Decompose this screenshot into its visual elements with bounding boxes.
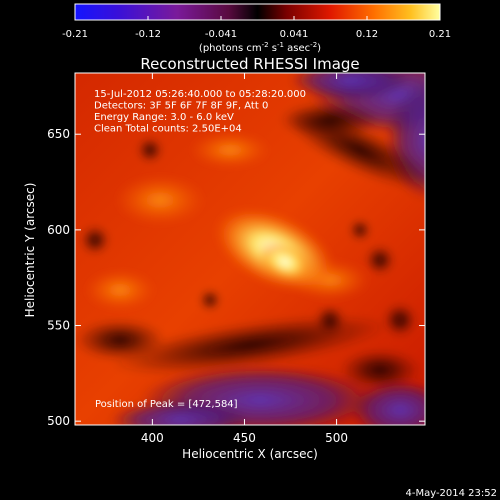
y-axis-label: Heliocentric Y (arcsec) — [23, 183, 37, 318]
colorbar-tick-label-1: -0.12 — [135, 29, 161, 40]
annotations: 15-Jul-2012 05:26:40.000 to 05:28:20.000… — [94, 89, 306, 135]
y-tick-label-3: 650 — [47, 127, 70, 141]
colorbar: -0.21 -0.12 -0.041 0.041 0.12 0.21 (photons c… — [62, 3, 451, 54]
annotation-line-2: Energy Range: 3.0 - 6.0 keV — [94, 112, 234, 123]
x-tick-label-0: 400 — [141, 431, 164, 445]
colorbar-tick-label-5: 0.21 — [429, 29, 451, 40]
colorbar-unit: (photons cm-2 s-1 asec-2) — [199, 41, 321, 54]
y-tick-label-0: 500 — [47, 414, 70, 428]
x-axis-label: Heliocentric X (arcsec) — [182, 447, 318, 461]
y-axis-ticks: 500 550 600 650 — [47, 127, 425, 428]
colorbar-gradient — [74, 3, 441, 21]
x-tick-label-2: 500 — [325, 431, 348, 445]
plot-frame — [74, 72, 426, 426]
x-tick-label-1: 450 — [233, 431, 256, 445]
x-axis-ticks: 400 450 500 — [141, 73, 348, 445]
y-tick-label-1: 550 — [47, 319, 70, 333]
chart-title: Reconstructed RHESSI Image — [140, 55, 359, 73]
peak-position-label: Position of Peak = [472,584] — [95, 399, 238, 410]
colorbar-tick-label-0: -0.21 — [62, 29, 88, 40]
y-tick-label-2: 600 — [47, 223, 70, 237]
colorbar-tick-label-4: 0.12 — [356, 29, 378, 40]
annotation-line-3: Clean Total counts: 2.50E+04 — [94, 124, 242, 135]
colorbar-ticks: -0.21 -0.12 -0.041 0.041 0.12 0.21 — [62, 16, 451, 40]
annotation-line-1: Detectors: 3F 5F 6F 7F 8F 9F, Att 0 — [94, 101, 268, 112]
timestamp: 4-May-2014 23:52 — [405, 488, 497, 499]
annotation-line-0: 15-Jul-2012 05:26:40.000 to 05:28:20.000 — [94, 89, 306, 100]
heatmap-image — [75, 73, 425, 425]
colorbar-tick-label-3: 0.041 — [280, 29, 309, 40]
colorbar-tick-label-2: -0.041 — [205, 29, 237, 40]
